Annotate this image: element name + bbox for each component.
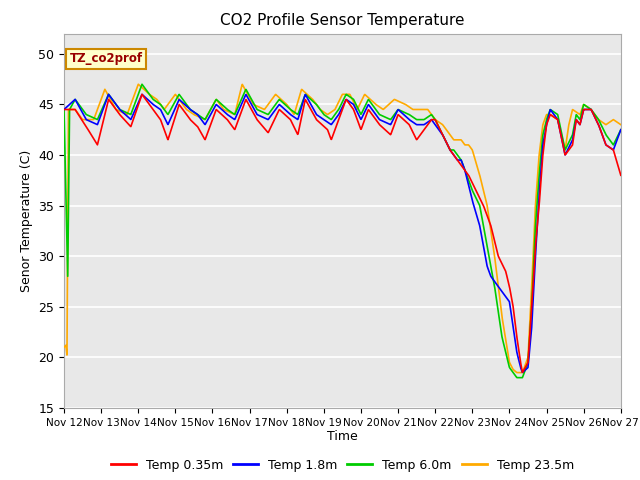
Temp 0.35m [617,172,625,178]
Temp 6.0m [308,97,316,103]
Temp 1.8m [308,104,316,109]
Temp 1.8m [105,92,113,97]
Temp 1.8m [103,96,111,101]
X-axis label: Time: Time [327,431,358,444]
Temp 6.0m [318,109,326,115]
Temp 1.8m [318,116,326,121]
Temp 23.5m [308,96,316,102]
Temp 6.0m [103,95,111,100]
Temp 23.5m [134,81,142,87]
Legend: Temp 0.35m, Temp 1.8m, Temp 6.0m, Temp 23.5m: Temp 0.35m, Temp 1.8m, Temp 6.0m, Temp 2… [106,454,579,477]
Temp 23.5m [617,122,625,128]
Temp 0.35m [297,119,305,124]
Temp 6.0m [138,82,146,87]
Temp 0.35m [318,122,326,128]
Temp 0.35m [308,109,316,115]
Temp 0.35m [138,92,146,97]
Temp 0.35m [518,369,526,375]
Line: Temp 1.8m: Temp 1.8m [64,95,621,372]
Temp 1.8m [617,127,625,132]
Temp 0.35m [126,123,134,129]
Temp 6.0m [60,107,68,112]
Temp 23.5m [378,105,385,111]
Temp 23.5m [103,90,111,96]
Text: TZ_co2prof: TZ_co2prof [70,52,143,65]
Line: Temp 0.35m: Temp 0.35m [64,95,621,372]
Temp 0.35m [60,107,68,112]
Temp 23.5m [513,370,521,375]
Temp 0.35m [103,102,111,108]
Temp 6.0m [297,104,305,110]
Line: Temp 23.5m: Temp 23.5m [64,84,621,372]
Temp 6.0m [378,112,385,118]
Y-axis label: Senor Temperature (C): Senor Temperature (C) [20,150,33,292]
Temp 23.5m [318,108,326,114]
Temp 23.5m [297,90,305,96]
Temp 1.8m [378,118,385,123]
Temp 6.0m [617,127,625,132]
Temp 1.8m [518,370,526,375]
Temp 1.8m [60,107,68,112]
Temp 6.0m [126,111,134,117]
Temp 1.8m [297,108,305,113]
Temp 23.5m [60,345,68,350]
Temp 0.35m [378,123,385,129]
Temp 1.8m [126,116,134,122]
Temp 6.0m [513,375,521,381]
Line: Temp 6.0m: Temp 6.0m [64,84,621,378]
Temp 23.5m [126,105,134,110]
Title: CO2 Profile Sensor Temperature: CO2 Profile Sensor Temperature [220,13,465,28]
